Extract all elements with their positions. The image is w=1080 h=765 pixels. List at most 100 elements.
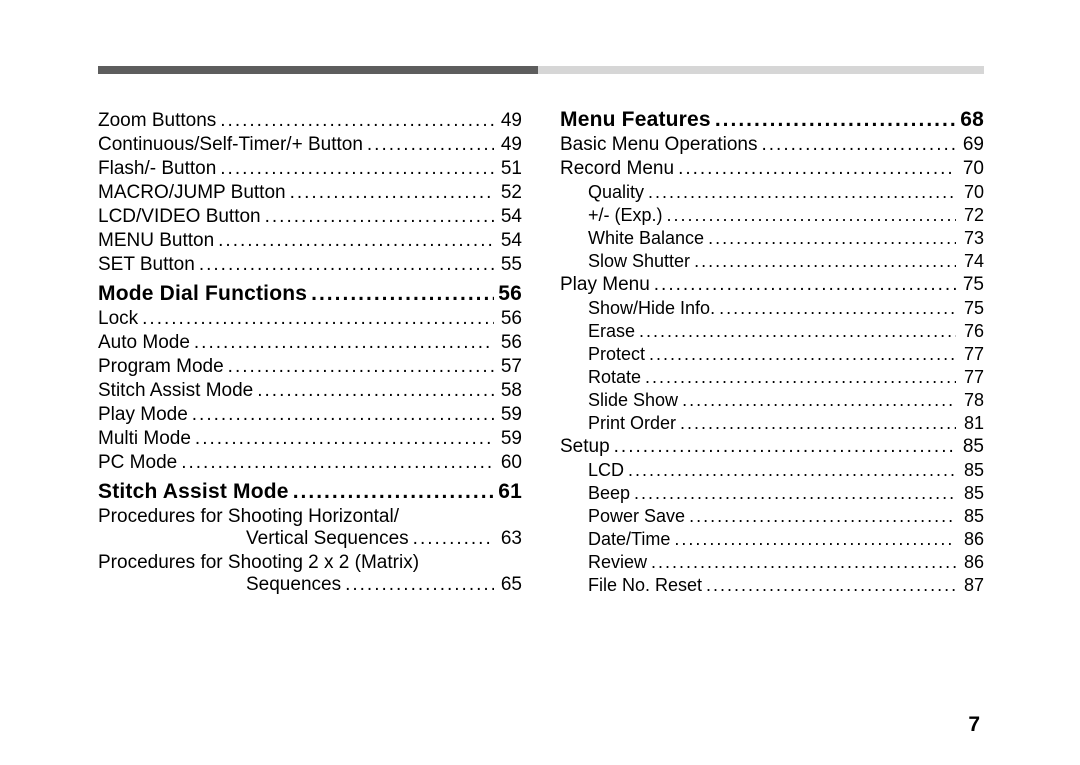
toc-entry-page: 60 [494, 452, 522, 474]
toc-entry-page: 73 [956, 228, 984, 249]
toc-entry-page: 69 [956, 134, 984, 156]
toc-entry-label: Stitch Assist Mode [98, 380, 253, 402]
toc-entry-wrapped: Procedures for Shooting Horizontal/ [98, 506, 522, 528]
toc-subentry: Date/Time 86 [560, 529, 984, 550]
toc-entry-label: Power Save [588, 506, 685, 527]
toc-entry-label: Date/Time [588, 529, 670, 550]
toc-heading-page: 61 [494, 480, 522, 504]
leader-dots [363, 134, 494, 156]
toc-entry-label: Show/Hide Info. [588, 298, 715, 319]
leader-dots [214, 230, 494, 252]
toc-entry-page: 57 [494, 356, 522, 378]
toc-heading-label: Menu Features [560, 108, 711, 132]
leader-dots [690, 251, 956, 272]
toc-subentry: Protect 77 [560, 344, 984, 365]
toc-entry-label: Record Menu [560, 158, 674, 180]
toc-entry-label: Sequences [246, 574, 341, 596]
top-rule [98, 66, 984, 74]
leader-dots [670, 529, 956, 550]
toc-entry-label: Play Mode [98, 404, 188, 426]
toc-entry-label: Flash/- Button [98, 158, 216, 180]
leader-dots [663, 205, 956, 226]
toc-entry-page: 58 [494, 380, 522, 402]
toc-entry-page: 86 [956, 529, 984, 550]
toc-subentry: Show/Hide Info. 75 [560, 298, 984, 319]
leader-dots [188, 404, 494, 426]
toc-entry-label: LCD [588, 460, 624, 481]
toc-entry-page: 72 [956, 205, 984, 226]
toc-entry-page: 87 [956, 575, 984, 596]
toc-entry-label: MACRO/JUMP Button [98, 182, 286, 204]
toc-entry: Setup85 [560, 436, 984, 458]
toc-entry-label: +/- (Exp.) [588, 205, 663, 226]
toc-subentry: Print Order81 [560, 413, 984, 434]
toc-entry: Play Menu75 [560, 274, 984, 296]
leader-dots [645, 344, 956, 365]
leader-dots [341, 574, 494, 596]
toc-entry-page: 75 [956, 298, 984, 319]
toc-entry: Stitch Assist Mode 58 [98, 380, 522, 402]
toc-entry-page: 78 [956, 390, 984, 411]
leader-dots [216, 110, 494, 132]
right-entries: Basic Menu Operations69Record Menu70Qual… [560, 134, 984, 596]
toc-entry: SET Button 55 [98, 254, 522, 276]
toc-entry-page: 85 [956, 460, 984, 481]
toc-entry: MACRO/JUMP Button 52 [98, 182, 522, 204]
toc-entry-label: Basic Menu Operations [560, 134, 758, 156]
toc-subentry: Slow Shutter74 [560, 251, 984, 272]
toc-entry-label: Auto Mode [98, 332, 190, 354]
toc-entry-label: Continuous/Self-Timer/+ Button [98, 134, 363, 156]
page-number: 7 [968, 713, 980, 737]
leader-dots [624, 460, 956, 481]
toc-subentry: Erase76 [560, 321, 984, 342]
toc-entry-page: 77 [956, 344, 984, 365]
toc-entry-label: Zoom Buttons [98, 110, 216, 132]
toc-entry: PC Mode 60 [98, 452, 522, 474]
toc-entry-label: Slow Shutter [588, 251, 690, 272]
top-rule-dark [98, 66, 538, 74]
toc-heading-label: Mode Dial Functions [98, 282, 307, 306]
leader-dots [289, 480, 494, 504]
leader-dots [216, 158, 494, 180]
toc-entry: Lock 56 [98, 308, 522, 330]
toc-entry: Continuous/Self-Timer/+ Button 49 [98, 134, 522, 156]
toc-entry-label: Lock [98, 308, 138, 330]
leader-dots [307, 282, 494, 306]
toc-entry: Multi Mode 59 [98, 428, 522, 450]
leader-dots [610, 436, 956, 458]
leader-dots [641, 367, 956, 388]
toc-heading: Menu Features 68 [560, 108, 984, 132]
leader-dots [647, 552, 956, 573]
leader-dots [177, 452, 494, 474]
toc-entry-label: Rotate [588, 367, 641, 388]
toc-entry-page: 63 [494, 528, 522, 550]
toc-entry-page: 65 [494, 574, 522, 596]
toc-subentry: LCD 85 [560, 460, 984, 481]
toc-entry-page: 51 [494, 158, 522, 180]
toc-entry: Flash/- Button 51 [98, 158, 522, 180]
toc-subentry: White Balance73 [560, 228, 984, 249]
toc-entry-page: 81 [956, 413, 984, 434]
toc-subentry: Review86 [560, 552, 984, 573]
right-column: Menu Features 68 Basic Menu Operations 69… [560, 108, 984, 596]
toc-entry-label: MENU Button [98, 230, 214, 252]
toc-subentry: Slide Show78 [560, 390, 984, 411]
toc-entry-label: Procedures for Shooting 2 x 2 (Matrix) [98, 552, 419, 573]
leader-dots [702, 575, 956, 596]
leader-dots [678, 390, 956, 411]
top-rule-light [538, 66, 984, 74]
toc-entry-page: 75 [956, 274, 984, 296]
toc-entry: Auto Mode 56 [98, 332, 522, 354]
toc-entry-label: Erase [588, 321, 635, 342]
toc-entry-page: 85 [956, 483, 984, 504]
toc-entry-page: 54 [494, 230, 522, 252]
leader-dots [711, 108, 956, 132]
leader-dots [685, 506, 956, 527]
toc-entry-page: 86 [956, 552, 984, 573]
toc-entry-label: Protect [588, 344, 645, 365]
toc-entry-page: 49 [494, 134, 522, 156]
toc-entry-label: Vertical Sequences [246, 528, 409, 550]
toc-entry-page: 70 [956, 182, 984, 203]
toc-entry-wrapped-cont: Sequences 65 [98, 574, 522, 596]
toc-entry: Play Mode 59 [98, 404, 522, 426]
